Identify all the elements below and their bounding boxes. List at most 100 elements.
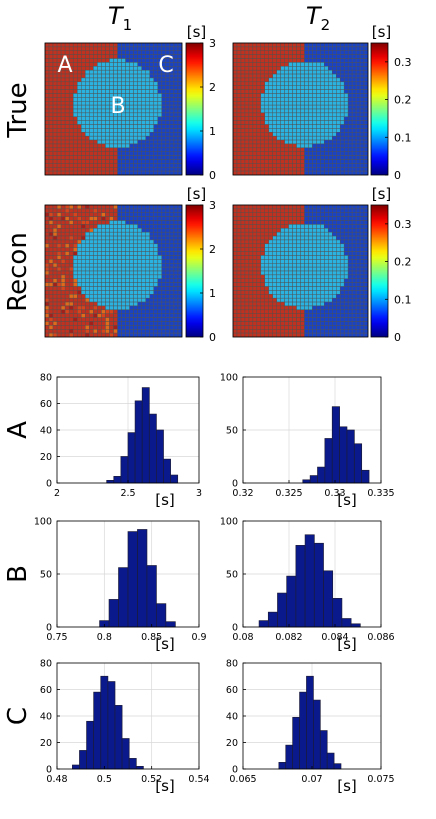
map-cell <box>121 50 126 55</box>
map-cell <box>149 231 155 237</box>
map-cell <box>68 208 74 213</box>
map-cell <box>359 297 365 303</box>
map-cell <box>141 89 146 94</box>
map-cell <box>89 155 94 160</box>
map-cell <box>292 231 297 237</box>
map-cell <box>308 325 313 330</box>
map-cell <box>268 332 273 338</box>
map-cell <box>324 309 329 314</box>
map-cell <box>304 212 309 217</box>
map-cell <box>77 301 82 307</box>
map-cell <box>272 147 277 152</box>
map-cell <box>355 332 361 338</box>
map-cell <box>355 163 361 168</box>
map-cell <box>173 77 179 83</box>
map-cell <box>56 81 62 86</box>
map-cell <box>129 73 134 79</box>
map-cell <box>81 143 86 149</box>
map-cell <box>252 135 258 141</box>
map-cell <box>60 159 66 164</box>
map-cell <box>52 301 58 307</box>
map-cell <box>288 216 293 221</box>
map-cell <box>252 228 258 233</box>
map-cell <box>137 332 142 338</box>
colorbar-gradient <box>185 204 204 338</box>
y-tick-label: 20 <box>226 738 238 749</box>
map-cell <box>236 235 242 241</box>
map-cell <box>328 212 333 217</box>
map-cell <box>288 259 293 264</box>
map-cell <box>56 278 62 283</box>
map-cell <box>125 247 130 252</box>
map-cell <box>169 235 175 241</box>
map-cell <box>105 216 110 221</box>
map-cell <box>359 212 365 217</box>
map-cell <box>304 159 309 164</box>
map-cell <box>153 278 159 283</box>
map-cell <box>161 139 167 145</box>
map-cell <box>296 274 301 279</box>
map-cell <box>304 208 309 213</box>
map-cell <box>113 54 118 59</box>
map-cell <box>56 313 62 318</box>
map-cell <box>121 159 126 164</box>
map-cell <box>149 120 155 125</box>
map-cell <box>328 220 333 225</box>
map-cell <box>304 231 309 237</box>
map-cell <box>244 251 250 256</box>
map-cell <box>81 62 86 67</box>
map-cell <box>300 170 305 176</box>
map-cell <box>60 93 66 98</box>
map-cell <box>244 69 250 75</box>
map-cell <box>177 231 183 237</box>
map-cell <box>133 151 138 156</box>
map-cell <box>97 163 102 168</box>
map-cell <box>232 97 238 102</box>
map-cell <box>173 309 179 314</box>
map-cell <box>177 163 183 168</box>
map-cell <box>300 255 305 260</box>
map-cell <box>280 259 285 264</box>
map-cell <box>89 93 94 98</box>
map-cell <box>276 294 281 299</box>
map-cell <box>173 151 179 156</box>
map-cell <box>97 231 102 237</box>
map-cell <box>296 135 301 141</box>
map-cell <box>137 132 142 137</box>
map-cell <box>304 120 309 125</box>
map-cell <box>169 278 175 283</box>
map-cell <box>324 224 329 229</box>
map-cell <box>260 120 265 125</box>
map-cell <box>101 151 106 156</box>
map-cell <box>252 46 258 51</box>
histogram-bar <box>108 599 119 628</box>
map-cell <box>101 228 106 233</box>
map-cell <box>363 81 369 86</box>
map-cell <box>332 132 337 137</box>
map-cell <box>153 286 159 291</box>
map-cell <box>336 89 341 94</box>
map-cell <box>72 97 78 102</box>
map-cell <box>339 58 345 63</box>
map-cell <box>64 282 70 287</box>
map-cell <box>137 66 142 71</box>
map-cell <box>351 317 357 322</box>
map-cell <box>336 263 341 268</box>
map-cell <box>260 132 265 137</box>
map-cell <box>232 313 238 318</box>
map-cell <box>60 332 66 338</box>
map-cell <box>153 317 159 322</box>
map-cell <box>72 220 78 225</box>
map-cell <box>149 255 155 260</box>
map-cell <box>153 155 159 160</box>
map-cell <box>320 228 325 233</box>
map-cell <box>77 321 82 326</box>
map-cell <box>244 290 250 295</box>
map-cell <box>161 77 167 83</box>
map-cell <box>355 247 361 252</box>
map-cell <box>268 151 273 156</box>
map-cell <box>77 309 82 314</box>
map-cell <box>173 274 179 279</box>
histogram-bar <box>121 738 130 770</box>
